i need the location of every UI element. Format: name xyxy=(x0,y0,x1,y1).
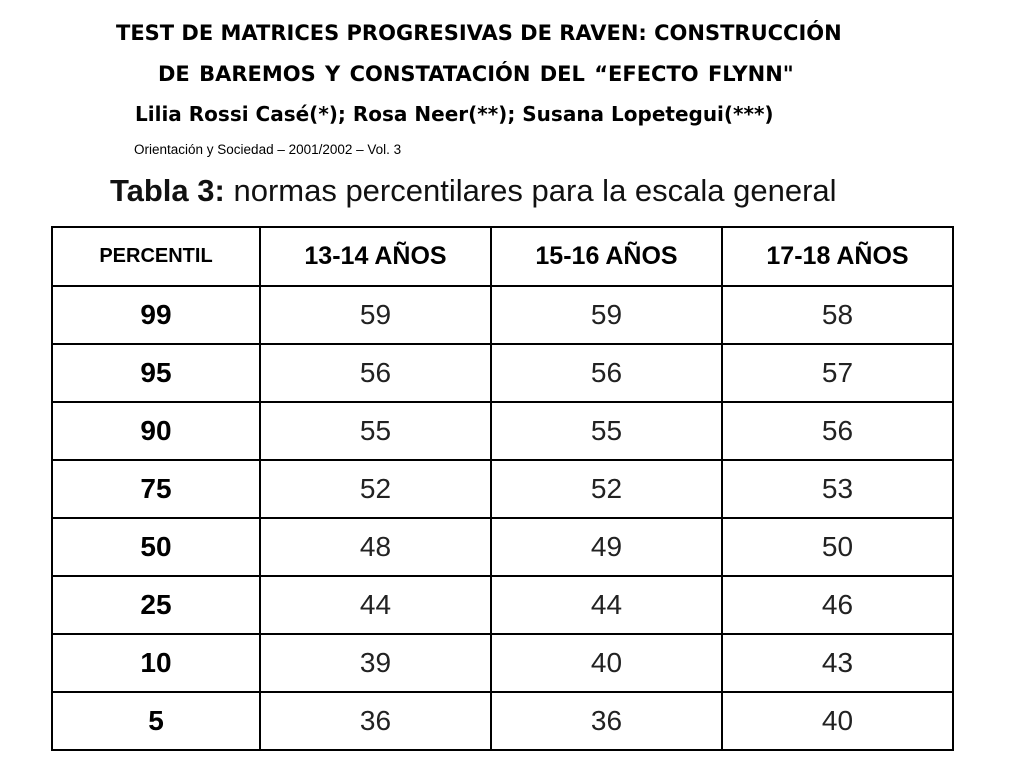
score-cell: 50 xyxy=(721,517,954,577)
score-cell: 55 xyxy=(259,401,492,461)
authors: Lilia Rossi Casé(*); Rosa Neer(**); Susa… xyxy=(135,102,774,126)
score-cell: 59 xyxy=(259,285,492,345)
score-cell: 52 xyxy=(490,459,723,519)
table-row: 99 59 59 58 xyxy=(51,285,954,345)
score-cell: 52 xyxy=(259,459,492,519)
percentile-cell: 50 xyxy=(51,517,261,577)
table-caption-text: normas percentilares para la escala gene… xyxy=(224,173,837,208)
paper-title-line-1: TEST DE MATRICES PROGRESIVAS DE RAVEN: C… xyxy=(116,21,842,45)
table-caption: Tabla 3: normas percentilares para la es… xyxy=(110,175,837,206)
table-row: 25 44 44 46 xyxy=(51,575,954,635)
percentile-norms-table: PERCENTIL 13-14 AÑOS 15-16 AÑOS 17-18 AÑ… xyxy=(51,226,954,751)
table-caption-label: Tabla 3: xyxy=(110,173,225,208)
score-cell: 55 xyxy=(490,401,723,461)
column-header-17-18: 17-18 AÑOS xyxy=(721,226,954,287)
table-row: 75 52 52 53 xyxy=(51,459,954,519)
paper-title-line-2: DE BAREMOS Y CONSTATACIÓN DEL “EFECTO FL… xyxy=(158,62,794,86)
journal-citation: Orientación y Sociedad – 2001/2002 – Vol… xyxy=(134,142,402,157)
score-cell: 53 xyxy=(721,459,954,519)
table-row: 95 56 56 57 xyxy=(51,343,954,403)
score-cell: 46 xyxy=(721,575,954,635)
score-cell: 57 xyxy=(721,343,954,403)
percentile-cell: 75 xyxy=(51,459,261,519)
score-cell: 43 xyxy=(721,633,954,693)
percentile-cell: 95 xyxy=(51,343,261,403)
score-cell: 59 xyxy=(490,285,723,345)
percentile-cell: 99 xyxy=(51,285,261,345)
table-row: 10 39 40 43 xyxy=(51,633,954,693)
score-cell: 58 xyxy=(721,285,954,345)
score-cell: 56 xyxy=(721,401,954,461)
score-cell: 36 xyxy=(259,691,492,751)
percentile-cell: 10 xyxy=(51,633,261,693)
percentile-cell: 25 xyxy=(51,575,261,635)
column-header-15-16: 15-16 AÑOS xyxy=(490,226,723,287)
column-header-13-14: 13-14 AÑOS xyxy=(259,226,492,287)
score-cell: 44 xyxy=(259,575,492,635)
score-cell: 56 xyxy=(490,343,723,403)
score-cell: 39 xyxy=(259,633,492,693)
table-header-row: PERCENTIL 13-14 AÑOS 15-16 AÑOS 17-18 AÑ… xyxy=(51,226,954,287)
table-row: 90 55 55 56 xyxy=(51,401,954,461)
score-cell: 48 xyxy=(259,517,492,577)
percentile-cell: 5 xyxy=(51,691,261,751)
column-header-percentil: PERCENTIL xyxy=(51,226,261,287)
score-cell: 40 xyxy=(490,633,723,693)
score-cell: 49 xyxy=(490,517,723,577)
score-cell: 44 xyxy=(490,575,723,635)
score-cell: 40 xyxy=(721,691,954,751)
table-row: 50 48 49 50 xyxy=(51,517,954,577)
score-cell: 36 xyxy=(490,691,723,751)
table-row: 5 36 36 40 xyxy=(51,691,954,751)
score-cell: 56 xyxy=(259,343,492,403)
percentile-cell: 90 xyxy=(51,401,261,461)
